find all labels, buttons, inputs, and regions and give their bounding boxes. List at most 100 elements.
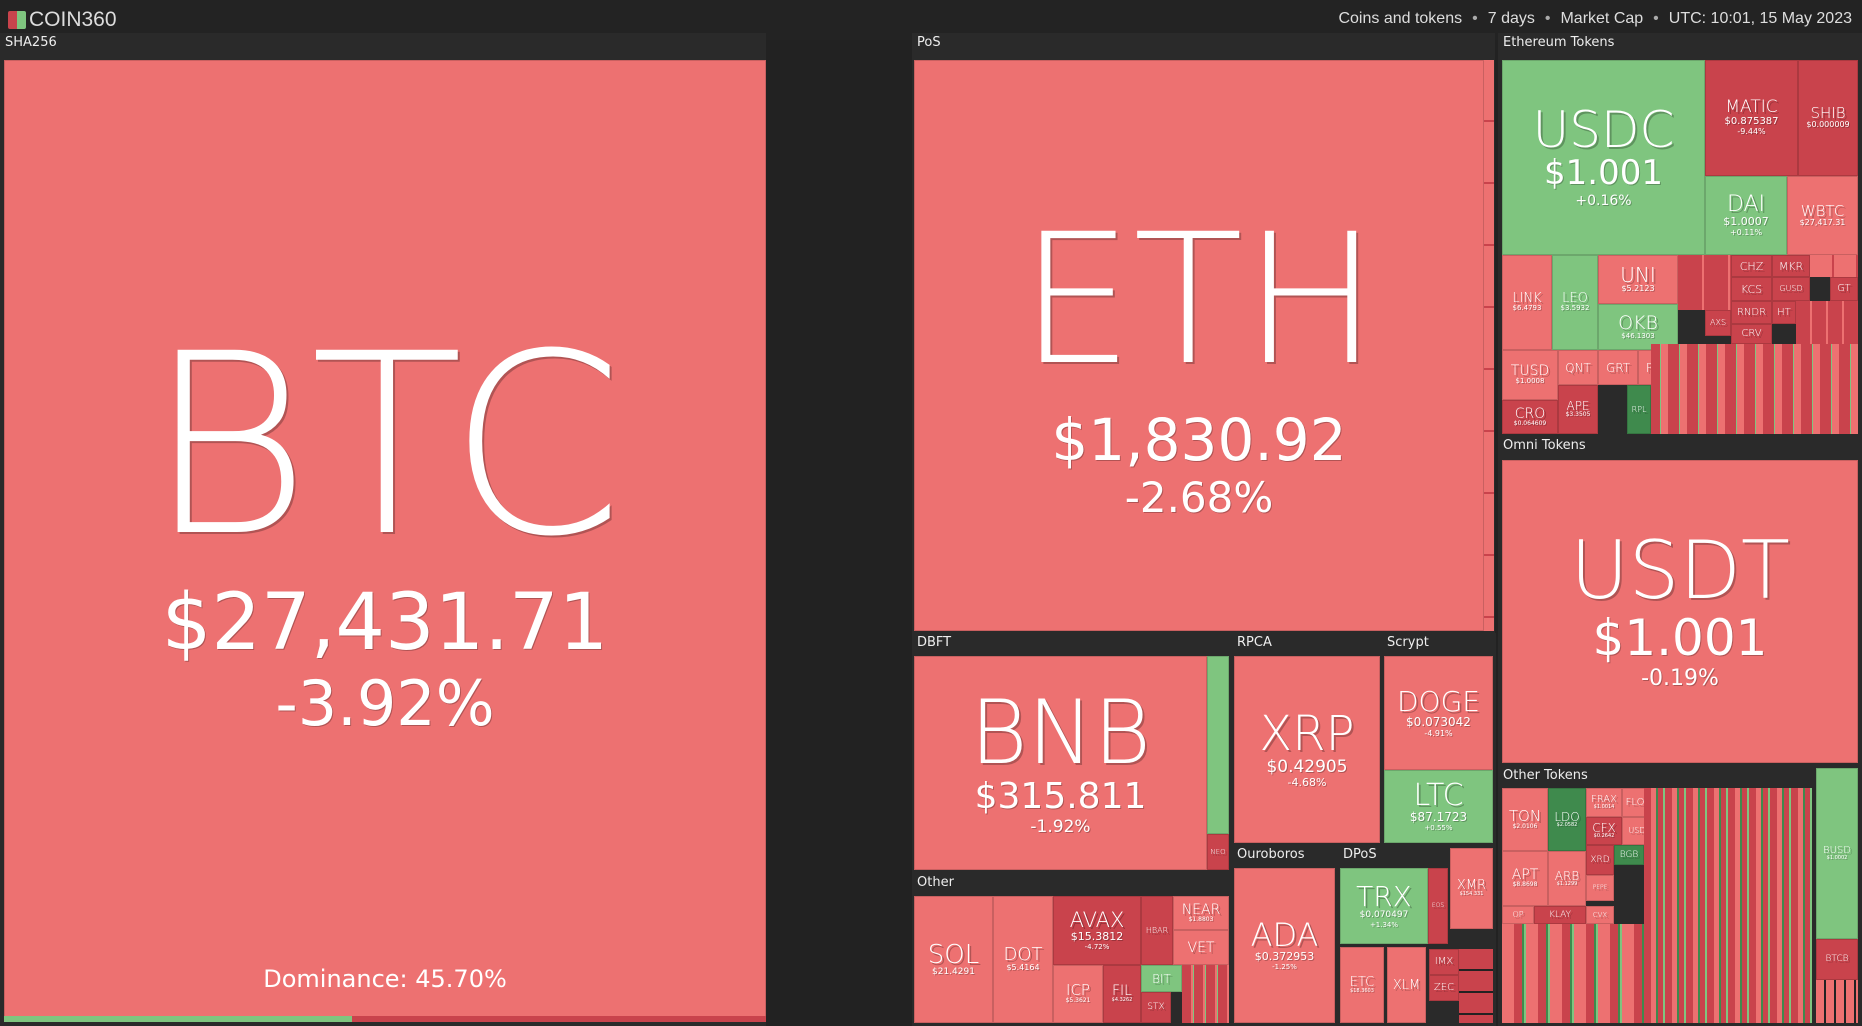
coin-change: -1.92% [1030,816,1091,837]
coin-symbol: PEPE [1592,884,1608,891]
tile-fil[interactable]: FIL $4.3262 [1103,965,1141,1023]
coin-symbol: GUSD [1779,284,1803,293]
tile-frax[interactable]: FRAX $1.0014 [1586,788,1622,817]
group-label-eth-tokens: Ethereum Tokens [1503,35,1615,50]
coin-symbol: DOGE [1397,684,1480,718]
coin-symbol: CHZ [1739,259,1764,273]
tile-gt[interactable]: GT [1830,277,1858,301]
coin-symbol: AXS [1709,318,1727,327]
coin-symbol: XRP [1259,705,1355,762]
tile-near[interactable]: NEAR $1.8803 [1173,896,1229,930]
dpos-small-tiles [1459,949,1493,1023]
coin-symbol: OKB [1618,311,1658,334]
tile-hbar[interactable]: HBAR [1141,896,1173,965]
tile-grt[interactable]: GRT [1598,350,1638,385]
coin-symbol: RNDR [1736,306,1767,318]
tile-crv[interactable]: CRV [1731,324,1772,344]
tile-gusd[interactable]: GUSD [1772,277,1810,301]
tile-op[interactable]: OP [1502,906,1534,924]
tile-uni[interactable]: UNI $5.2123 [1598,255,1678,304]
tile-okb[interactable]: OKB $46.1303 [1598,304,1678,350]
coin-price: $8.8698 [1512,881,1538,889]
tile-link[interactable]: LINK $6.4793 [1502,255,1552,350]
tile-dot[interactable]: DOT $5.4164 [993,896,1053,1023]
tile-mkr[interactable]: MKR [1772,255,1810,277]
filter-coins[interactable]: Coins and tokens [1338,10,1463,27]
tile-shib[interactable]: SHIB $0.000009 [1798,60,1858,176]
tile-ldo[interactable]: LDO $2.0582 [1548,788,1586,851]
tile-arb[interactable]: ARB $1.1299 [1548,851,1586,906]
dominance-bar-fill [4,1016,353,1022]
tile-xrd[interactable]: XRD [1586,845,1614,875]
coin-symbol: KCS [1740,282,1763,296]
filter-period[interactable]: 7 days [1487,10,1535,27]
tile-rpl[interactable]: RPL [1627,385,1651,434]
coin-symbol: VET [1187,939,1215,956]
tile-axs[interactable]: AXS [1705,310,1731,336]
tile-icp[interactable]: ICP $5.3621 [1053,965,1103,1023]
tile-ada[interactable]: ADA $0.372953 -1.25% [1234,868,1335,1023]
tile-xrp[interactable]: XRP $0.42905 -4.68% [1234,656,1380,843]
tile-ht[interactable]: HT [1772,301,1796,324]
tile-busd[interactable]: BUSD $1.0002 [1816,768,1858,939]
tile-dai[interactable]: DAI $1.0007 +0.11% [1705,176,1787,255]
tile-tusd[interactable]: TUSD $1.0008 [1502,350,1558,400]
tile-bgb[interactable]: BGB [1614,845,1644,865]
tile-sol[interactable]: SOL $21.4291 [914,896,993,1023]
tile-pepe[interactable]: PEPE [1586,875,1614,901]
coin-symbol: QNT [1565,360,1591,375]
tile-bit[interactable]: BIT [1141,965,1182,992]
logo-mark-icon [8,11,26,29]
coin-price: $1.0014 [1593,803,1615,810]
tile-ape[interactable]: APE $3.3505 [1558,385,1598,434]
tile-apt[interactable]: APT $8.8698 [1502,851,1548,906]
tile-ltc[interactable]: LTC $87.1723 +0.55% [1384,770,1493,843]
tile-cvx[interactable]: CVX [1586,906,1614,924]
tile-qnt[interactable]: QNT [1558,350,1598,385]
tile-leo[interactable]: LEO $3.5932 [1552,255,1598,350]
coin-price: $1.8803 [1188,915,1214,923]
tile-usdt[interactable]: USDT $1.001 -0.19% [1502,460,1858,763]
tile-trx[interactable]: TRX $0.070497 +1.34% [1340,868,1428,944]
tile-btcb[interactable]: BTCB [1816,939,1858,980]
coin-symbol: MKR [1778,259,1804,273]
tile-imx[interactable]: IMX [1429,949,1459,975]
tile-vet[interactable]: VET [1173,930,1229,965]
tile-neo[interactable]: NEO [1207,834,1229,870]
coin360-logo[interactable]: COIN360 [8,8,117,32]
tile-wbtc[interactable]: WBTC $27,417.31 [1787,176,1858,255]
coin-change: -4.72% [1084,942,1110,951]
tile-etc[interactable]: ETC $18.3603 [1340,947,1384,1023]
tile-matic[interactable]: MATIC $0.875387 -9.44% [1705,60,1798,176]
tile-cfx[interactable]: CFX $0.2642 [1586,817,1622,845]
tile-doge[interactable]: DOGE $0.073042 -4.91% [1384,656,1493,770]
filter-metric[interactable]: Market Cap [1560,10,1644,27]
tile-eth[interactable]: ETH $1,830.92 -2.68% [914,60,1484,631]
coin-price: $46.1303 [1621,331,1655,340]
tile-cro[interactable]: CRO $0.064609 [1502,400,1558,434]
tile-btc[interactable]: BTC $27,431.71 -3.92% [4,60,766,1018]
coin-price: $1.001 [1592,608,1768,667]
tile-dbft-second[interactable] [1207,656,1229,834]
coin-symbol: FIL [1112,983,1132,1000]
eth-tokens-small-tiles [1651,344,1858,434]
tile-kcs[interactable]: KCS [1731,277,1772,301]
tile-xmr[interactable]: XMR $154.331 [1450,848,1493,929]
tile-xlm[interactable]: XLM [1387,947,1426,1023]
group-label-rpca: RPCA [1237,635,1272,650]
tile-zec[interactable]: ZEC [1429,975,1459,1001]
group-label-dpos: DPoS [1343,847,1377,862]
tile-rndr[interactable]: RNDR [1731,301,1772,324]
other-tokens-small-tiles [1502,924,1644,1023]
tile-stx[interactable]: STX [1141,992,1171,1023]
tile-chz[interactable]: CHZ [1731,255,1772,277]
coin-symbol: BIT [1152,971,1171,986]
tile-bnb[interactable]: BNB $315.811 -1.92% [914,656,1207,870]
tile-usdc[interactable]: USDC $1.001 +0.16% [1502,60,1705,255]
tile-eos[interactable]: EOS [1428,868,1448,944]
tile-ton[interactable]: TON $2.0106 [1502,788,1548,851]
coin-symbol: GRT [1605,360,1631,375]
group-label-other-tokens: Other Tokens [1503,768,1588,783]
tile-klay[interactable]: KLAY [1534,906,1586,924]
tile-avax[interactable]: AVAX $15.3812 -4.72% [1053,896,1141,965]
